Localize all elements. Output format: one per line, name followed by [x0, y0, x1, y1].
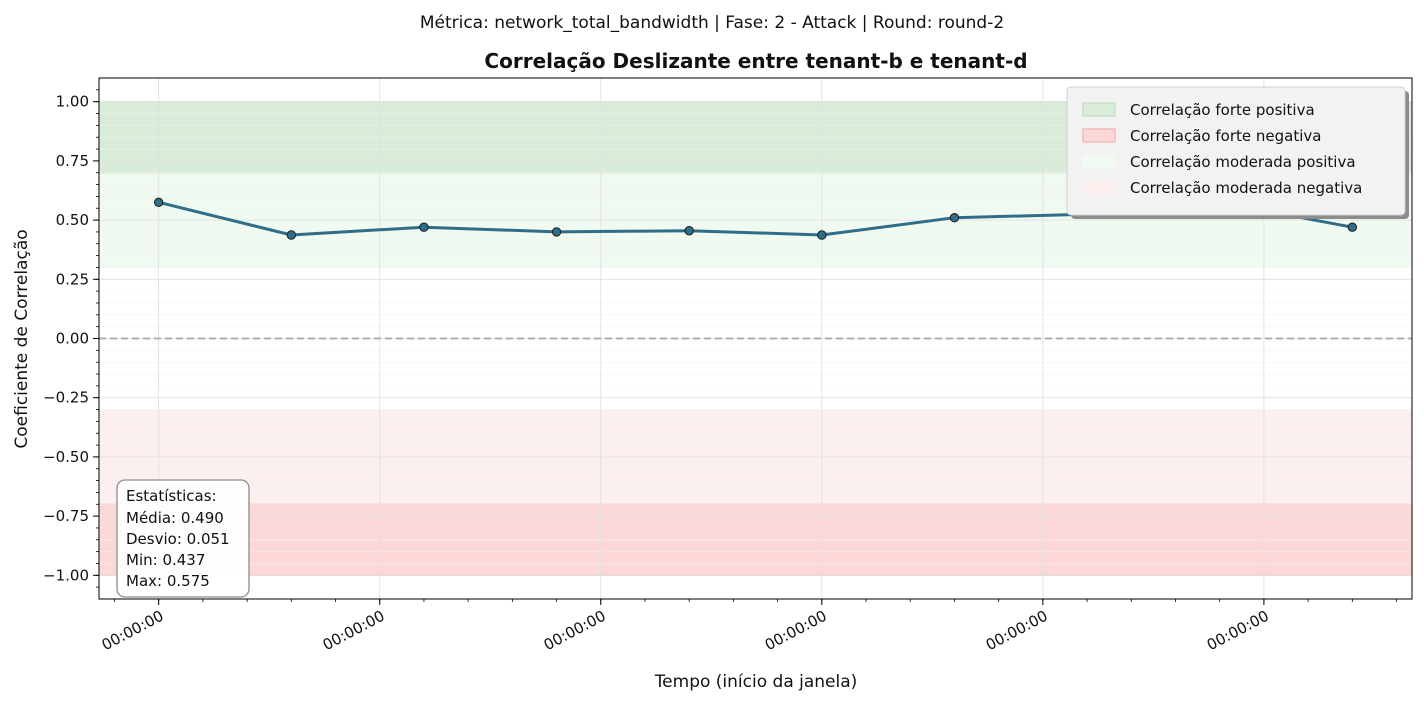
- x-tick-label: 00:00:00: [1204, 607, 1272, 655]
- stats-line: Max: 0.575: [126, 572, 210, 590]
- y-tick-label: −0.75: [43, 507, 89, 525]
- y-tick-label: 0.75: [56, 152, 89, 170]
- legend-label: Correlação moderada positiva: [1130, 153, 1356, 171]
- legend-box: [1066, 86, 1406, 216]
- data-point: [1347, 222, 1358, 232]
- data-point: [551, 227, 562, 237]
- x-tick-label: 00:00:00: [983, 607, 1051, 655]
- legend-swatch: [1082, 102, 1116, 117]
- x-tick-label: 00:00:00: [762, 607, 830, 655]
- y-tick-label: 0.50: [56, 211, 89, 229]
- data-point: [949, 213, 960, 223]
- legend-swatch: [1082, 128, 1116, 143]
- y-tick-label: −0.50: [43, 448, 89, 466]
- y-tick-label: 0.00: [56, 330, 89, 348]
- stats-box: [116, 479, 250, 598]
- y-tick-label: 0.25: [56, 270, 89, 288]
- stats-line: Desvio: 0.051: [126, 530, 230, 548]
- x-tick-label: 00:00:00: [541, 607, 609, 655]
- y-tick-label: −0.25: [43, 389, 89, 407]
- legend-swatch: [1082, 154, 1116, 169]
- legend-label: Correlação forte negativa: [1130, 127, 1321, 145]
- data-point: [684, 226, 694, 236]
- legend-label: Correlação forte positiva: [1130, 101, 1315, 119]
- x-tick-label: 00:00:00: [99, 607, 167, 655]
- data-point: [286, 230, 297, 240]
- chart-title: Correlação Deslizante entre tenant-b e t…: [484, 49, 1027, 73]
- stats-line: Média: 0.490: [126, 509, 224, 527]
- x-axis-label: Tempo (início da janela): [654, 672, 858, 692]
- data-point: [153, 197, 164, 208]
- legend: Correlação forte positiva Correlação fort…: [1066, 86, 1409, 219]
- stats-line: Min: 0.437: [126, 551, 205, 569]
- legend-swatch: [1082, 180, 1116, 195]
- y-tick-label: 1.00: [56, 93, 89, 111]
- x-tick-label: 00:00:00: [320, 607, 388, 655]
- y-axis-label: Coeficiente de Correlação: [12, 229, 32, 448]
- data-point: [419, 222, 429, 232]
- plot-area: 1.00 0.75 0.50 0.25 0.00 −0.25 −0.50 −0.75 −1.00…: [43, 77, 1413, 655]
- y-tick-label: −1.00: [43, 566, 89, 584]
- legend-label: Correlação moderada negativa: [1130, 179, 1362, 197]
- stats-title: Estatísticas:: [126, 487, 217, 505]
- figure-suptitle: Métrica: network_total_bandwidth | Fase:…: [420, 13, 1004, 33]
- data-point: [817, 230, 827, 240]
